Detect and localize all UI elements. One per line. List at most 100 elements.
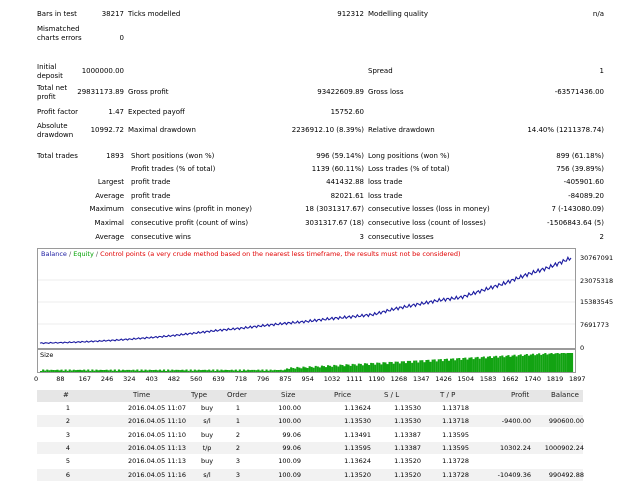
size-bar <box>249 370 252 372</box>
expected-payoff-value: 15752.60 <box>330 108 364 116</box>
size-bar <box>152 370 155 372</box>
size-bar <box>525 354 528 372</box>
size-bar <box>304 367 307 372</box>
table-row[interactable]: 1 2016.04.05 11:07 buy 1 100.00 1.13624 1.1353… <box>37 402 583 414</box>
size-bar <box>62 370 65 372</box>
table-row[interactable]: 5 2016.04.05 11:13 buy 3 100.09 1.13624 1.1352… <box>37 455 583 468</box>
x-axis-label: 1111 <box>346 375 363 383</box>
x-axis-label: 718 <box>234 375 248 383</box>
initial-deposit-value: 1000000.00 <box>81 67 124 75</box>
size-bar <box>464 357 467 372</box>
x-axis-label: 403 <box>145 375 158 383</box>
size-bar <box>343 366 346 372</box>
stat-value-2: 7 (-143080.09) <box>551 205 604 213</box>
size-bar <box>337 366 340 372</box>
x-axis-label: 875 <box>279 375 292 383</box>
size-bar <box>259 370 262 372</box>
size-bar <box>283 369 286 372</box>
x-axis-label: 1268 <box>390 375 408 383</box>
size-bar <box>466 359 469 372</box>
table-row[interactable]: 6 2016.04.05 11:16 s/l 3 100.09 1.13520 1.1352… <box>37 468 584 481</box>
y-axis-label: 23075318 <box>580 277 614 285</box>
x-axis-label: 639 <box>212 375 225 383</box>
size-bar <box>415 360 418 372</box>
table-cell: 1.13718 <box>442 417 469 426</box>
balance-line-svg <box>38 256 575 345</box>
size-bar <box>460 359 463 372</box>
ticks-modelled-value: 912312 <box>337 10 364 18</box>
size-bar <box>146 370 149 372</box>
table-row[interactable]: 2 2016.04.05 11:10 s/l 1 100.00 1.13530 1.1353… <box>37 415 584 428</box>
table-cell: 990492.88 <box>548 470 584 479</box>
y-axis-label: 0 <box>580 344 585 352</box>
size-bar <box>507 355 510 372</box>
stat-label-2: Long positions (won %) <box>368 152 450 160</box>
x-axis-label: 1032 <box>323 375 341 383</box>
x-axis-label: 1190 <box>368 375 385 383</box>
table-cell: 3 <box>235 470 241 479</box>
profit-factor-label: Profit factor <box>37 108 78 116</box>
balance-line <box>39 256 572 345</box>
table-cell: 1.13530 <box>394 417 421 426</box>
x-axis-label: 1819 <box>546 375 564 383</box>
size-bar <box>398 363 401 372</box>
size-bar <box>548 353 551 372</box>
size-bar <box>552 354 555 372</box>
size-bar <box>540 354 543 372</box>
table-cell: 2016.04.05 11:10 <box>127 417 186 426</box>
chart-legend: Balance / Equity / Control points (a ver… <box>41 250 461 258</box>
table-cell: 100.00 <box>278 404 301 412</box>
stat-label: profit trade <box>131 192 171 200</box>
x-axis-label: 246 <box>100 375 114 383</box>
total-net-profit-value: 29831173.89 <box>77 88 124 96</box>
size-bar <box>402 361 405 372</box>
x-axis-label: 324 <box>123 375 136 383</box>
table-row[interactable]: 4 2016.04.05 11:13 t/p 2 99.06 1.13595 1.13387… <box>37 441 584 454</box>
size-bar <box>327 365 330 372</box>
table-cell: 100.09 <box>278 470 301 479</box>
stat-label: consecutive wins <box>131 233 191 241</box>
table-row[interactable]: 3 2016.04.05 11:10 buy 2 99.06 1.13491 1.13387… <box>37 428 583 441</box>
stat-label: Profit trades (% of total) <box>131 165 216 173</box>
size-bar <box>70 370 73 372</box>
table-cell: 5 <box>65 457 70 466</box>
size-bar <box>179 370 182 372</box>
size-bar <box>376 362 379 372</box>
stat-label: consecutive profit (count of wins) <box>131 219 249 227</box>
size-bar <box>554 353 557 372</box>
total-net-profit-label: Total net profit <box>37 84 68 101</box>
size-bar <box>117 369 120 372</box>
size-bar <box>534 355 537 372</box>
size-bar <box>361 365 364 372</box>
size-bar <box>560 353 563 372</box>
size-bar <box>93 370 96 372</box>
size-bar <box>156 370 159 372</box>
size-bar <box>491 358 494 372</box>
gross-loss-label: Gross loss <box>368 88 404 96</box>
size-bar <box>458 358 461 372</box>
stat-label-2: Loss trades (% of total) <box>368 165 450 173</box>
size-bar <box>42 369 45 372</box>
modelling-quality-value: n/a <box>592 10 604 18</box>
size-bar <box>79 369 82 372</box>
table-cell: -9400.00 <box>501 417 531 426</box>
x-axis-label: 1662 <box>502 375 519 383</box>
stat-prefix: Largest <box>97 178 124 186</box>
absolute-drawdown-value: 10992.72 <box>90 126 124 134</box>
size-bar <box>427 359 430 372</box>
size-bar <box>288 368 291 372</box>
size-bar <box>171 369 174 372</box>
size-bar <box>536 354 539 372</box>
size-bar <box>64 369 67 372</box>
relative-drawdown-label: Relative drawdown <box>368 126 435 134</box>
size-bar <box>212 369 215 372</box>
size-bar <box>220 369 223 372</box>
size-bar <box>384 362 387 372</box>
size-bar <box>486 356 489 372</box>
size-bar <box>236 370 239 372</box>
table-cell: 1000902.24 <box>544 443 584 452</box>
size-bar <box>347 364 350 372</box>
legend-control-points: Control points (a very crude method base… <box>100 250 461 258</box>
table-cell: 1 <box>235 417 241 426</box>
x-axis-label: 0 <box>34 375 39 383</box>
